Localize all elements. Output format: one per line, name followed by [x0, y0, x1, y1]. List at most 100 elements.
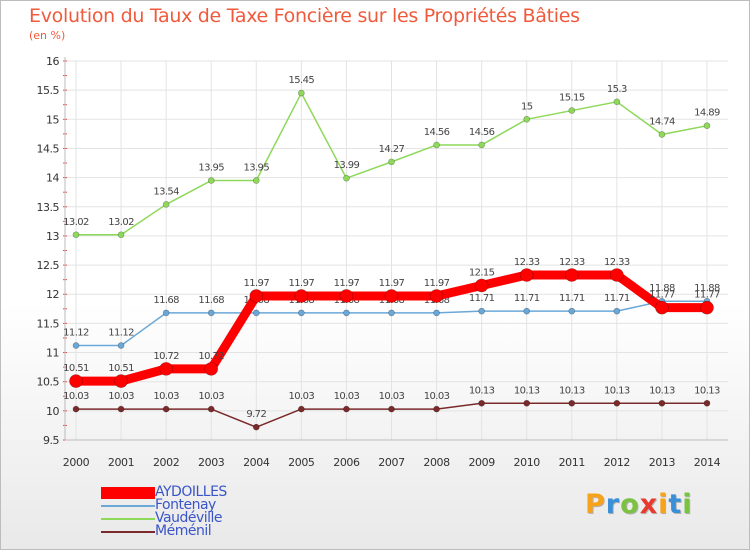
- data-label-vaudeville: 14.27: [379, 144, 405, 155]
- y-axis-unit-label: (en %): [29, 29, 66, 42]
- y-tick-label: 13: [46, 230, 59, 243]
- data-label-memenil: 10.03: [108, 391, 134, 402]
- y-tick-label: 11.5: [37, 317, 60, 330]
- data-point-fontenay: [388, 309, 395, 317]
- data-point-vaudeville: [207, 177, 215, 184]
- data-label-fontenay: 11.12: [108, 328, 134, 339]
- x-tick-label: 2013: [649, 456, 676, 469]
- data-point-memenil: [162, 405, 170, 413]
- data-label-aydoilles: 11.77: [649, 290, 675, 301]
- data-label-vaudeville: 13.54: [153, 186, 179, 197]
- data-label-fontenay: 11.71: [559, 293, 585, 304]
- x-tick-label: 2003: [198, 456, 225, 469]
- data-label-aydoilles: 12.33: [559, 257, 585, 268]
- x-tick-label: 2011: [559, 456, 585, 469]
- data-point-memenil: [613, 399, 621, 407]
- data-label-aydoilles: 10.72: [153, 351, 179, 362]
- y-tick-label: 11: [46, 347, 59, 360]
- data-point-memenil: [568, 399, 576, 407]
- data-point-memenil: [658, 399, 666, 407]
- logo-letter-1: r: [605, 489, 621, 520]
- data-point-vaudeville: [162, 201, 170, 208]
- y-tick-label: 15.5: [37, 84, 60, 97]
- data-label-memenil: 10.13: [514, 385, 540, 396]
- data-point-vaudeville: [433, 141, 440, 149]
- data-point-vaudeville: [658, 131, 666, 138]
- logo-letter-4: i: [658, 489, 669, 520]
- data-point-aydoilles: [294, 289, 309, 303]
- data-label-memenil: 10.03: [424, 391, 450, 402]
- data-point-vaudeville: [703, 122, 711, 130]
- legend-swatch-fontenay: [101, 505, 155, 507]
- y-tick-label: 14: [46, 172, 59, 185]
- data-label-memenil: 10.03: [63, 391, 89, 402]
- x-tick-label: 2008: [423, 456, 450, 469]
- data-point-memenil: [252, 423, 260, 431]
- data-label-fontenay: 11.88: [694, 283, 720, 294]
- data-point-aydoilles: [700, 300, 714, 315]
- data-point-memenil: [523, 399, 531, 407]
- data-point-memenil: [117, 405, 125, 413]
- data-label-memenil: 10.13: [694, 385, 720, 396]
- x-tick-label: 2014: [694, 456, 721, 469]
- legend-swatch-aydoilles: [101, 487, 155, 499]
- x-tick-label: 2000: [63, 456, 90, 469]
- data-point-aydoilles: [610, 268, 624, 282]
- data-point-aydoilles: [159, 362, 173, 376]
- data-point-aydoilles: [564, 268, 579, 282]
- data-point-vaudeville: [388, 158, 395, 166]
- data-label-aydoilles: 12.33: [604, 257, 630, 268]
- data-point-vaudeville: [298, 89, 305, 97]
- data-label-memenil: 10.13: [604, 385, 630, 396]
- y-tick-label: 10: [46, 405, 59, 418]
- data-point-aydoilles: [339, 289, 354, 303]
- proxiti-logo: Proxiti: [585, 489, 693, 520]
- data-point-memenil: [433, 405, 440, 413]
- legend-swatch-memenil: [101, 531, 155, 533]
- data-label-aydoilles: 11.77: [694, 290, 720, 301]
- data-label-vaudeville: 15.15: [559, 93, 585, 104]
- data-point-memenil: [388, 405, 395, 413]
- data-label-fontenay: 11.12: [63, 328, 89, 339]
- data-point-vaudeville: [568, 107, 576, 114]
- data-point-aydoilles: [204, 362, 219, 376]
- data-label-vaudeville: 15.45: [289, 75, 315, 86]
- data-point-fontenay: [433, 309, 440, 317]
- x-tick-label: 2006: [333, 456, 360, 469]
- data-label-memenil: 9.72: [246, 409, 266, 420]
- logo-letter-0: P: [585, 489, 606, 520]
- y-tick-label: 16: [46, 55, 59, 68]
- data-point-fontenay: [252, 309, 260, 317]
- data-label-fontenay: 11.68: [153, 295, 179, 306]
- data-point-fontenay: [343, 309, 350, 317]
- x-tick-label: 2007: [378, 456, 405, 469]
- data-point-aydoilles: [249, 289, 264, 303]
- y-tick-label: 12: [46, 288, 59, 301]
- data-point-fontenay: [568, 307, 576, 315]
- x-tick-label: 2009: [468, 456, 495, 469]
- data-label-vaudeville: 13.95: [243, 163, 269, 174]
- x-tick-label: 2001: [108, 456, 134, 469]
- data-point-fontenay: [162, 309, 170, 317]
- data-label-vaudeville: 14.56: [469, 127, 495, 138]
- data-label-vaudeville: 13.02: [63, 217, 89, 228]
- data-point-aydoilles: [474, 278, 489, 293]
- data-label-memenil: 10.13: [649, 385, 675, 396]
- data-label-vaudeville: 13.99: [334, 160, 360, 171]
- data-label-memenil: 10.13: [559, 385, 585, 396]
- data-point-vaudeville: [343, 174, 350, 182]
- data-point-vaudeville: [117, 231, 125, 239]
- legend-swatch-vaudeville: [101, 518, 155, 520]
- y-tick-label: 10.5: [37, 376, 60, 389]
- data-point-memenil: [343, 405, 350, 413]
- data-label-aydoilles: 11.97: [334, 278, 360, 289]
- data-label-aydoilles: 11.97: [289, 278, 315, 289]
- legend-label-vaudeville: Vaudéville: [155, 510, 223, 526]
- data-label-aydoilles: 10.51: [63, 363, 89, 374]
- y-tick-label: 14.5: [37, 142, 60, 155]
- y-tick-label: 9.5: [43, 434, 59, 447]
- data-label-aydoilles: 12.15: [469, 267, 495, 278]
- data-point-vaudeville: [523, 116, 531, 123]
- data-label-aydoilles: 11.97: [424, 278, 450, 289]
